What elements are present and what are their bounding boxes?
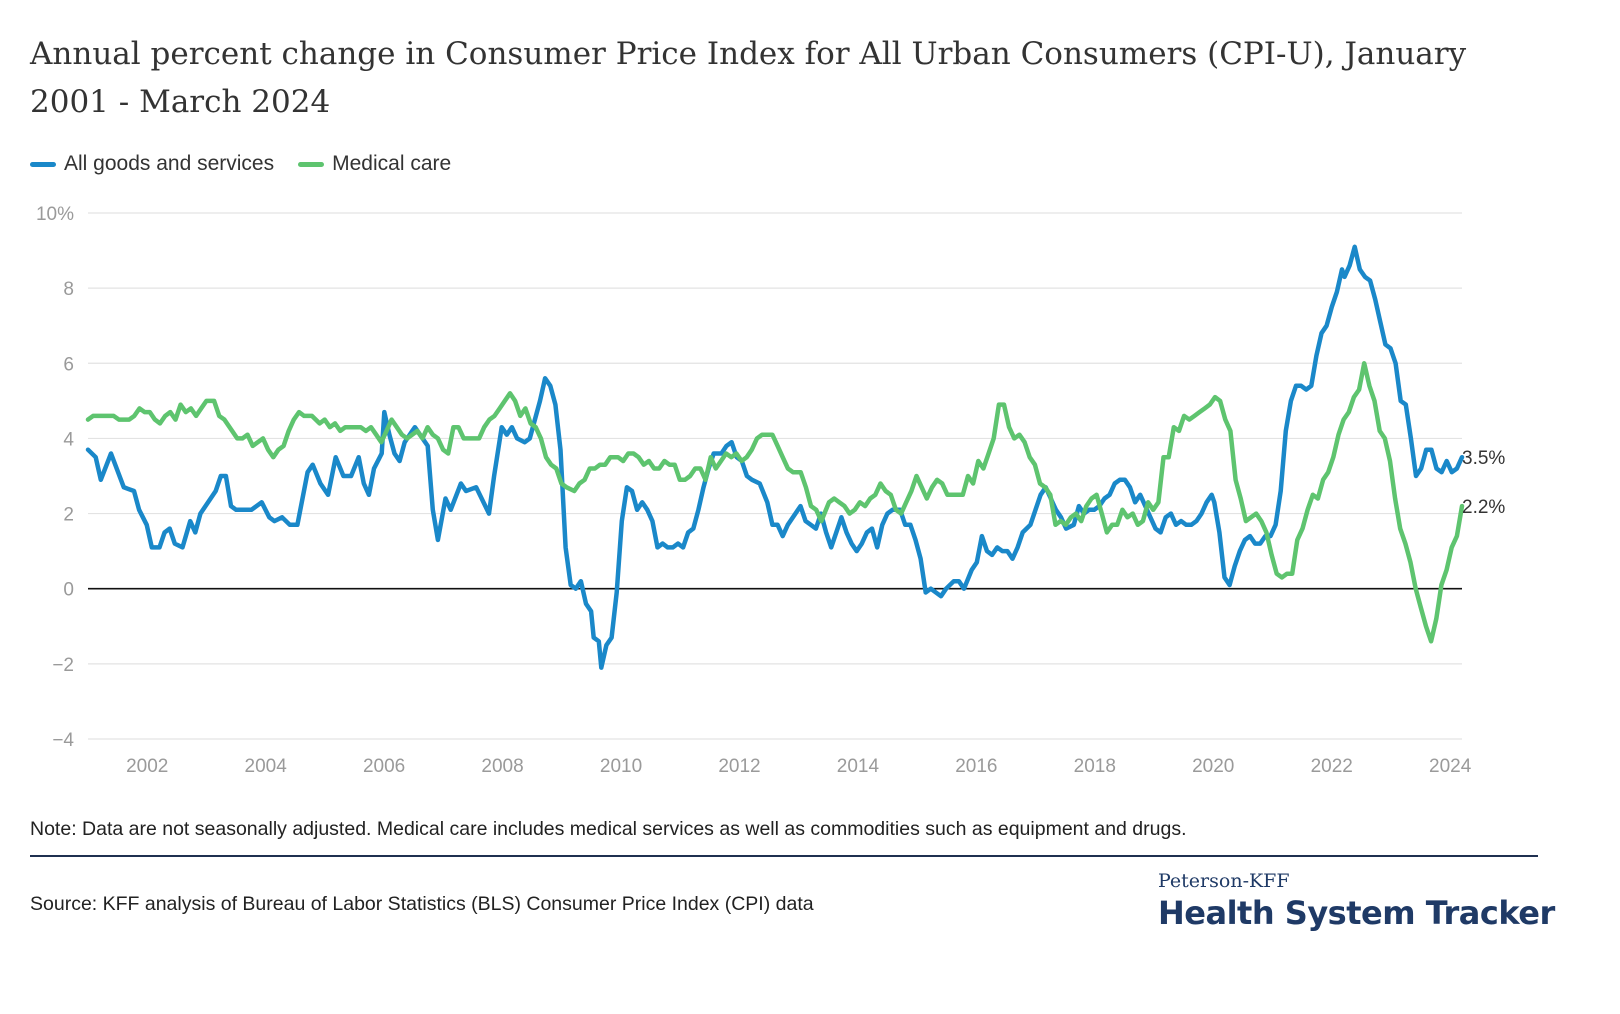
legend-label-all-goods: All goods and services [64, 152, 275, 175]
chart-source: Source: KFF analysis of Bureau of Labor … [30, 893, 814, 915]
x-tick-label: 2012 [718, 756, 760, 777]
brand-top-text: Peterson-KFF [1158, 870, 1290, 892]
brand-main-text: Health System Tracker [1158, 894, 1555, 932]
brand-logo: Peterson-KFF Health System Tracker [1158, 870, 1555, 932]
y-tick-label: 6 [63, 354, 74, 375]
y-tick-label: −2 [52, 655, 74, 676]
grid-lines [88, 212, 1462, 740]
legend-label-medical-care: Medical care [332, 152, 452, 175]
y-tick-label: −4 [52, 730, 74, 751]
y-tick-label: 2 [63, 505, 74, 526]
legend-swatch-all-goods [30, 161, 56, 167]
legend-item-medical-care: Medical care [298, 152, 451, 176]
x-tick-label: 2008 [481, 756, 523, 777]
x-tick-label: 2004 [245, 756, 288, 777]
x-tick-label: 2010 [600, 756, 642, 777]
x-tick-label: 2024 [1429, 756, 1472, 777]
legend-item-all-goods: All goods and services [30, 152, 274, 176]
end-label-all-goods: 3.5% [1462, 448, 1505, 469]
x-tick-label: 2020 [1192, 756, 1234, 777]
x-tick-label: 2006 [363, 756, 405, 777]
line-chart: −4 −2 0 2 4 6 8 10% 2002 2004 2006 2008 2010 2012 201… [36, 204, 1505, 777]
series-line-medical-care [85, 361, 1465, 644]
divider [30, 855, 1538, 857]
y-tick-label: 10% [36, 204, 74, 225]
y-tick-label: 4 [63, 429, 74, 450]
series-line-all-goods [85, 244, 1465, 670]
chart-note: Note: Data are not seasonally adjusted. … [30, 818, 1187, 840]
legend-swatch-medical-care [298, 161, 325, 167]
y-tick-label: 8 [63, 279, 74, 300]
y-axis-ticks: −4 −2 0 2 4 6 8 10% [36, 204, 74, 751]
chart-title: Annual percent change in Consumer Price … [30, 36, 1467, 120]
x-tick-label: 2016 [955, 756, 997, 777]
x-tick-label: 2002 [126, 756, 168, 777]
y-tick-label: 0 [63, 580, 74, 601]
series-lines [85, 244, 1465, 670]
end-label-medical-care: 2.2% [1462, 497, 1505, 518]
x-tick-label: 2018 [1074, 756, 1116, 777]
x-tick-label: 2014 [837, 756, 880, 777]
end-labels: 3.5% 2.2% [1462, 448, 1505, 518]
legend: All goods and services Medical care [30, 152, 451, 176]
x-tick-label: 2022 [1311, 756, 1353, 777]
x-axis-ticks: 2002 2004 2006 2008 2010 2012 2014 2016 2018 2020… [126, 756, 1472, 777]
